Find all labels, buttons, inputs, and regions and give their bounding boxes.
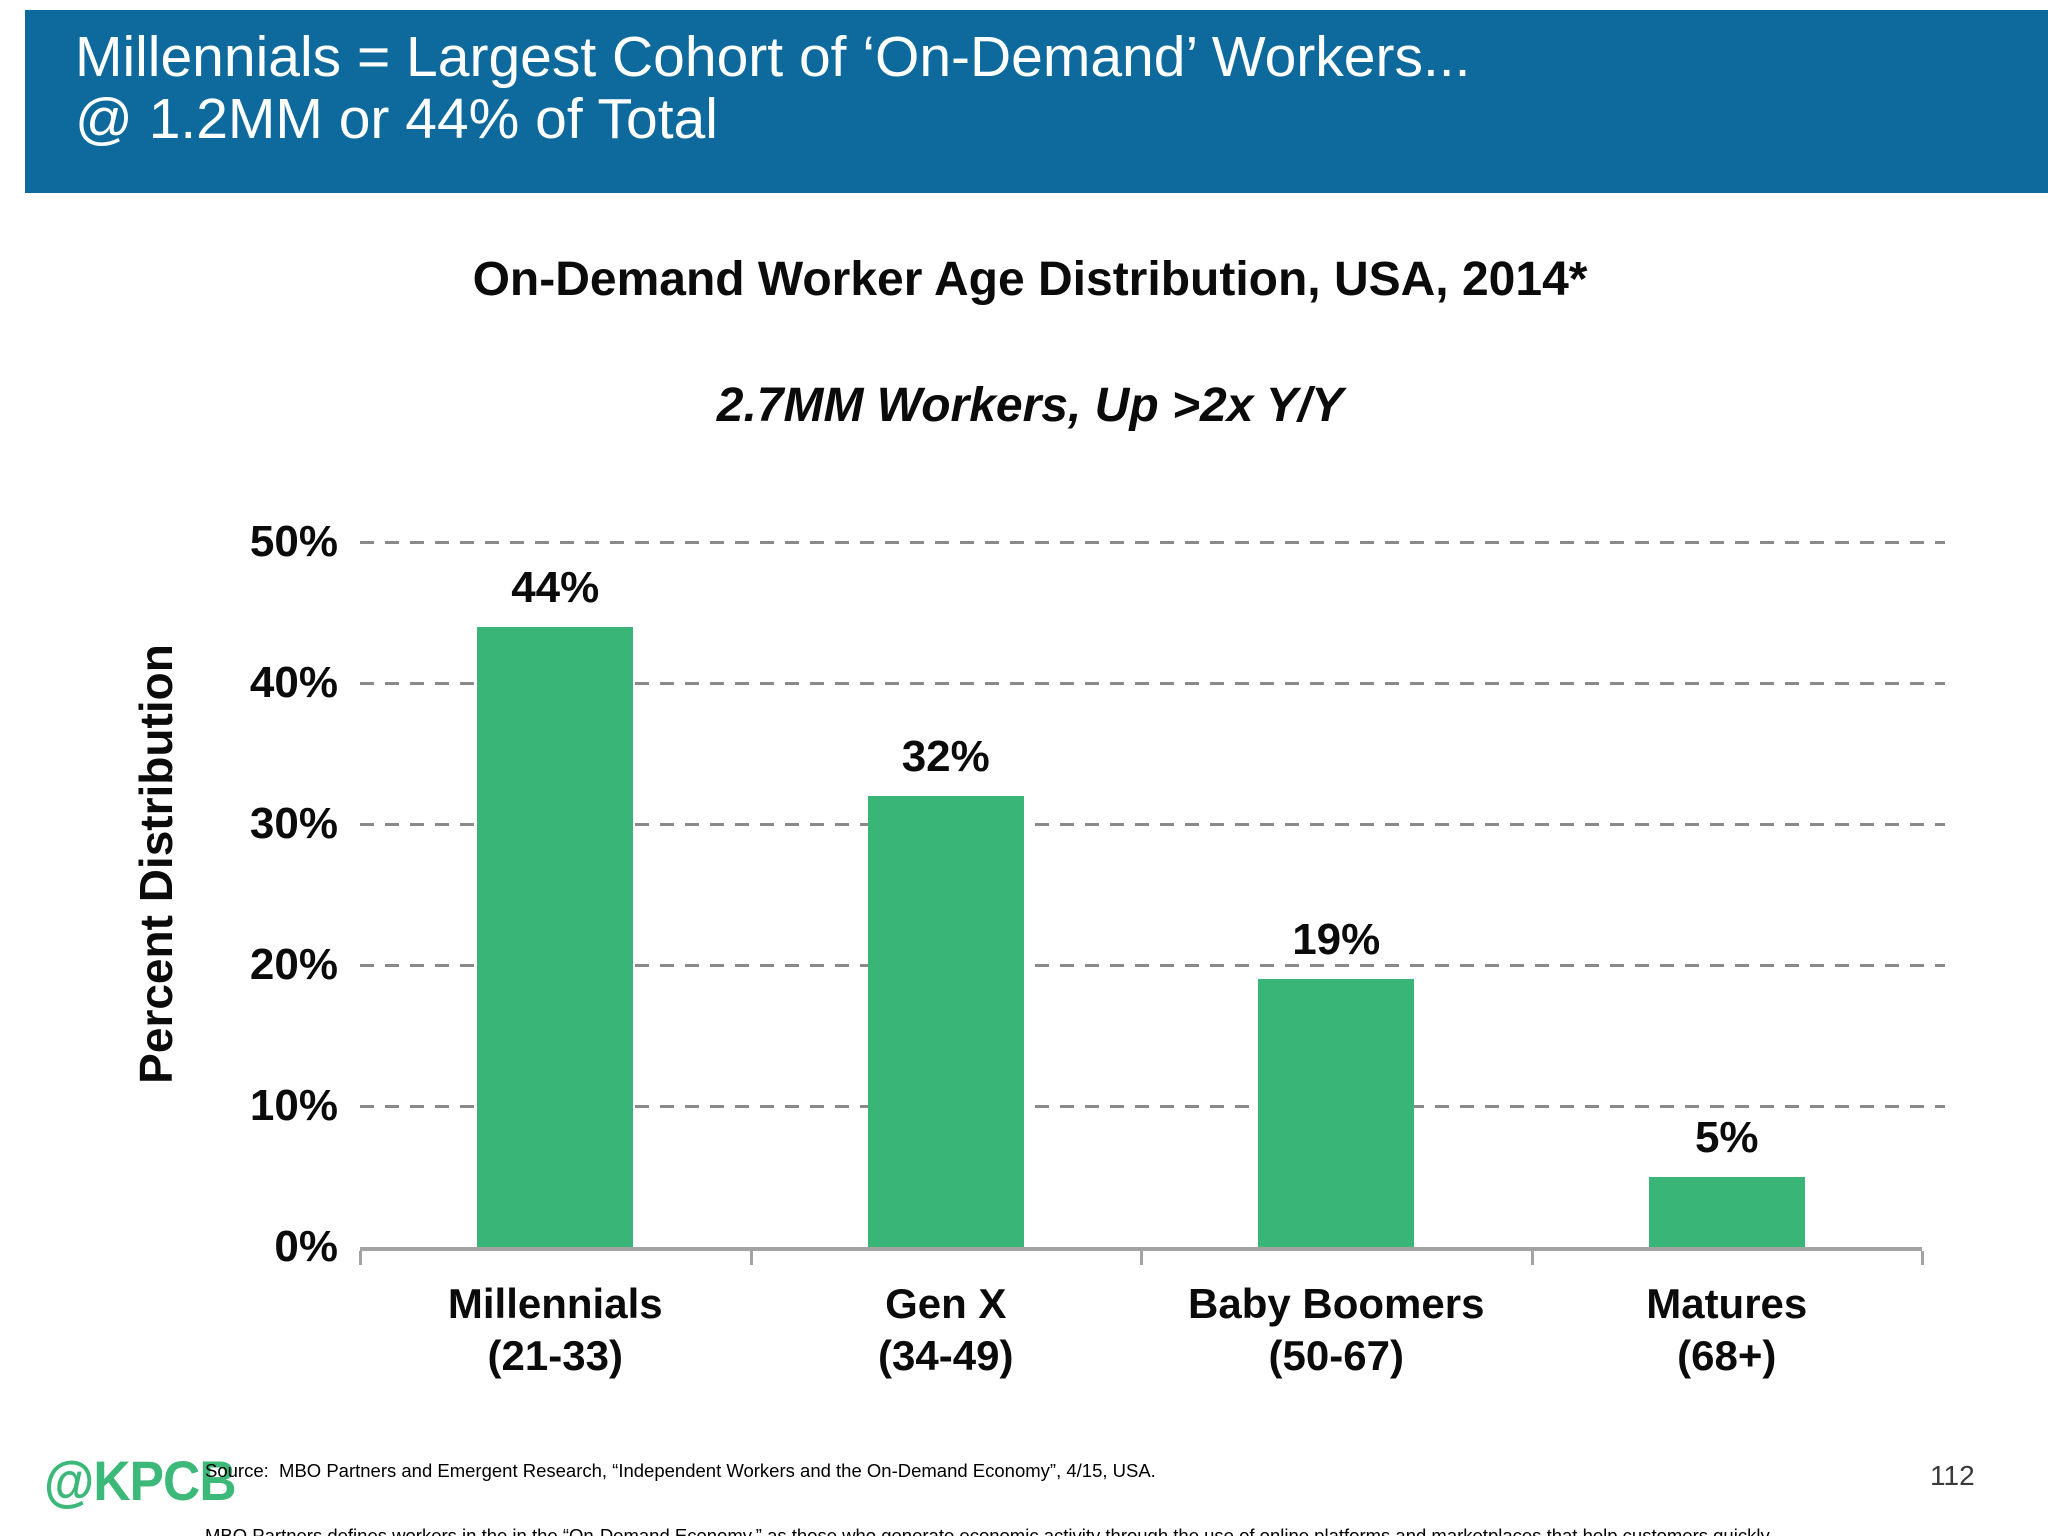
y-tick-label: 50% xyxy=(249,517,338,566)
source-line: MBO Partners defines workers in the in t… xyxy=(205,1524,1770,1536)
bar-matures xyxy=(1648,1176,1805,1247)
x-axis-tick xyxy=(359,1251,362,1265)
gridline-50 xyxy=(360,541,1945,544)
x-category-label-line: (50-67) xyxy=(1268,1332,1404,1379)
chart-title: On-Demand Worker Age Distribution, USA, … xyxy=(472,253,1588,306)
bar-millennials xyxy=(477,626,634,1247)
header-title-line1: Millennials = Largest Cohort of ‘On-Dema… xyxy=(75,25,1471,89)
gridline-20 xyxy=(360,964,1945,967)
x-category-label-line: Millennials xyxy=(447,1280,663,1327)
source-text: Source: MBO Partners and Emergent Resear… xyxy=(205,1416,1905,1536)
x-category-label: Gen X (34-49) xyxy=(746,1278,1146,1382)
x-axis-tick xyxy=(1921,1251,1924,1265)
y-tick-label: 20% xyxy=(249,940,338,989)
gridline-10 xyxy=(360,1105,1945,1108)
x-category-label: Baby Boomers (50-67) xyxy=(1136,1278,1536,1382)
x-category-label-line: (21-33) xyxy=(487,1332,623,1379)
x-category-label-line: (68+) xyxy=(1677,1332,1777,1379)
x-axis-tick xyxy=(749,1251,753,1265)
x-category-label-line: Gen X xyxy=(885,1280,1007,1327)
y-tick-label: 0% xyxy=(274,1222,338,1271)
bar-gen-x xyxy=(867,795,1024,1247)
source-line: Source: MBO Partners and Emergent Resear… xyxy=(205,1459,1156,1481)
bar-baby-boomers xyxy=(1258,979,1415,1247)
y-axis-title: Percent Distribution xyxy=(130,644,182,1084)
y-tick-label: 10% xyxy=(249,1081,338,1130)
kpcb-logo: @KPCB xyxy=(44,1449,237,1512)
bar-value-label: 44% xyxy=(511,562,600,612)
x-category-label: Millennials (21-33) xyxy=(355,1278,755,1382)
x-category-label-line: Matures xyxy=(1646,1280,1808,1327)
x-category-label: Matures (68+) xyxy=(1527,1278,1927,1382)
y-tick-label: 30% xyxy=(249,799,338,848)
gridline-30 xyxy=(360,823,1945,826)
x-axis-line xyxy=(360,1247,1922,1251)
x-axis-tick xyxy=(1530,1251,1534,1265)
chart-subtitle: 2.7MM Workers, Up >2x Y/Y xyxy=(716,379,1344,432)
bar-value-label: 5% xyxy=(1694,1112,1759,1162)
x-axis-tick xyxy=(1140,1251,1143,1265)
bar-value-label: 32% xyxy=(901,731,990,781)
page-number: 112 xyxy=(1930,1460,1975,1491)
header-title-line2: @ 1.2MM or 44% of Total xyxy=(75,87,718,151)
gridline-40 xyxy=(360,682,1945,685)
x-category-label-line: Baby Boomers xyxy=(1188,1280,1485,1327)
x-category-label-line: (34-49) xyxy=(878,1332,1014,1379)
header: Millennials = Largest Cohort of ‘On-Dema… xyxy=(25,10,2048,193)
bar-value-label: 19% xyxy=(1292,915,1381,965)
y-tick-label: 40% xyxy=(249,658,338,707)
